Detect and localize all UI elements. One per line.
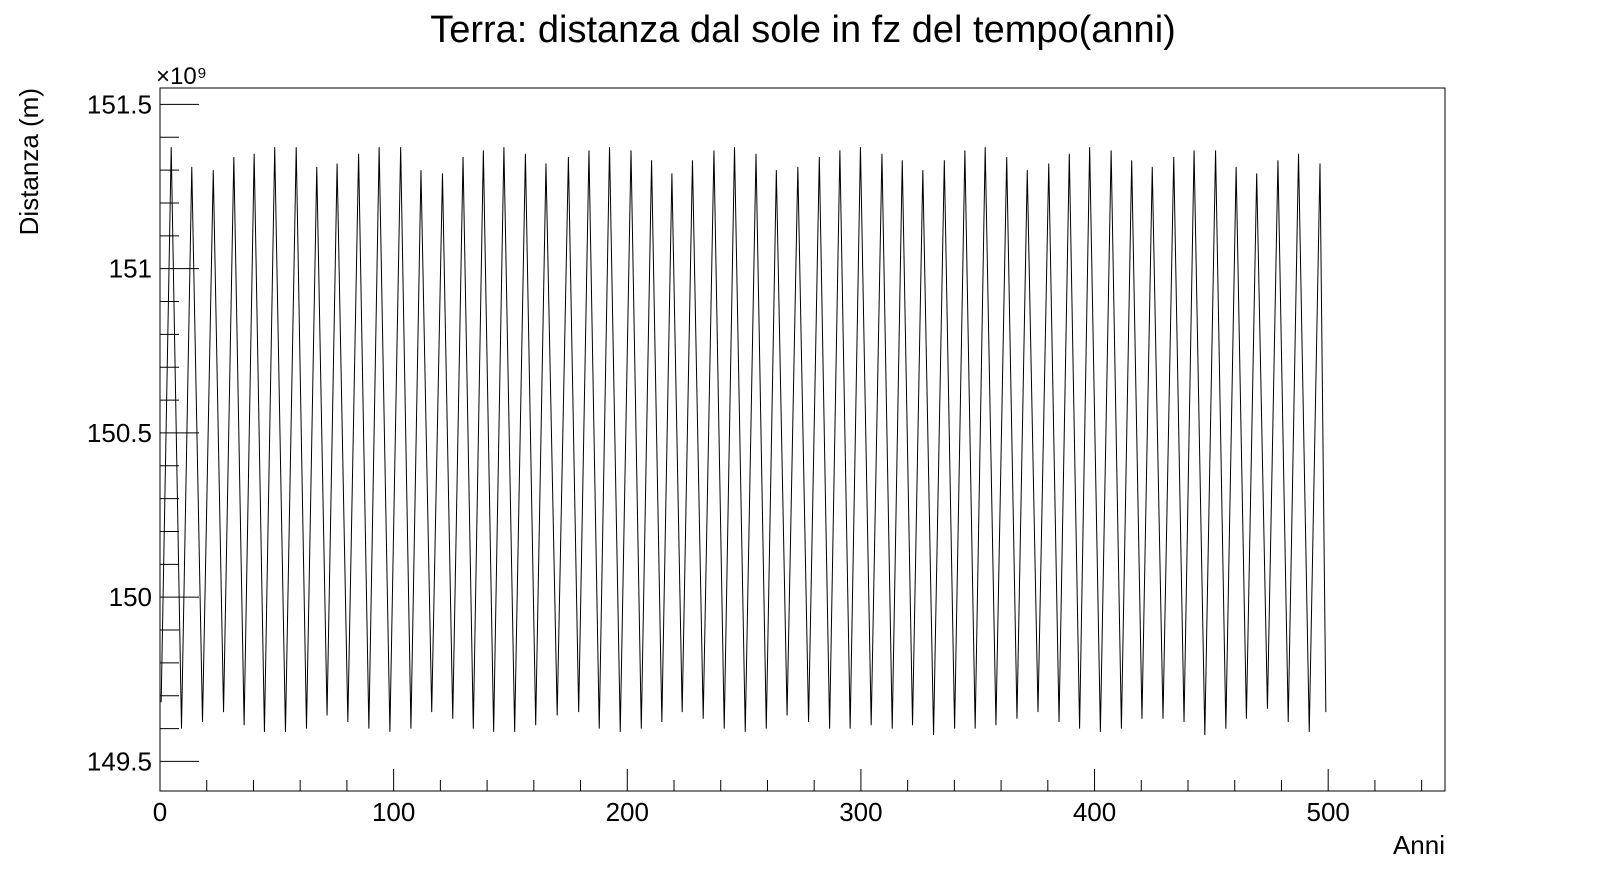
y-tick-label: 150	[109, 582, 152, 612]
plot-frame	[159, 87, 1446, 792]
x-axis-label: Anni	[1393, 830, 1445, 860]
y-tick-label: 149.5	[87, 746, 152, 776]
data-line	[160, 147, 1327, 736]
y-tick-label: 151	[109, 254, 152, 284]
chart-title: Terra: distanza dal sole in fz del tempo…	[430, 9, 1176, 51]
x-tick-label: 100	[372, 797, 415, 827]
x-tick-label: 200	[606, 797, 649, 827]
x-tick-label: 500	[1306, 797, 1349, 827]
x-tick-label: 400	[1073, 797, 1116, 827]
y-multiplier: ×10⁹	[156, 63, 207, 90]
x-tick-label: 0	[153, 797, 167, 827]
y-tick-label: 150.5	[87, 418, 152, 448]
y-tick-label: 151.5	[87, 89, 152, 119]
x-tick-label: 300	[839, 797, 882, 827]
y-axis-label: Distanza (m)	[14, 88, 44, 235]
